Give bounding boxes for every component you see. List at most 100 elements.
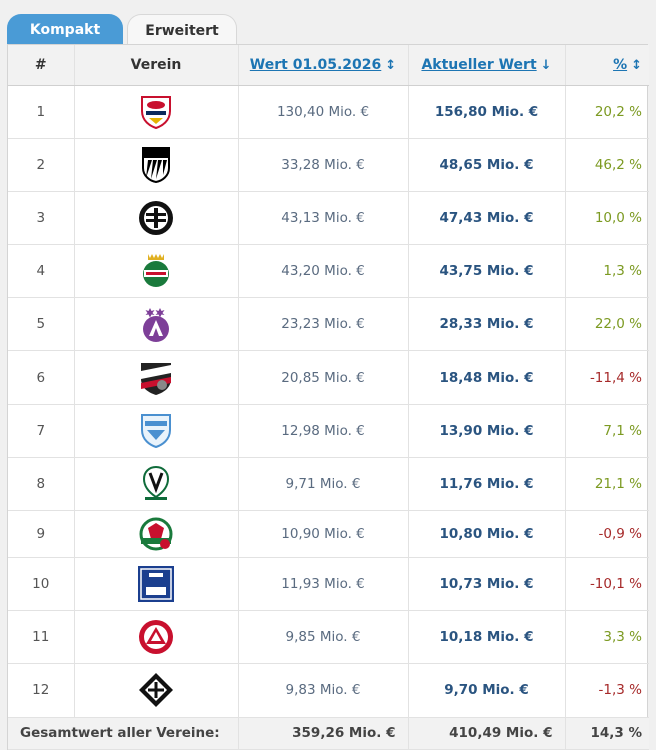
old-value-cell: 23,23 Mio. € [238, 297, 409, 352]
wsg-tirol-logo[interactable] [137, 516, 175, 552]
current-value-cell: 156,80 Mio. € [408, 85, 566, 139]
table-row: 6 20,85 Mio. €18,48 Mio. € -11,4 % [8, 350, 649, 405]
current-value-cell: 10,18 Mio. € [408, 610, 566, 665]
table-row: 5 23,23 Mio. €28,33 Mio. €22,0 % [8, 297, 649, 352]
rank-cell: 9 [8, 510, 75, 558]
current-value-cell: 43,75 Mio. € [408, 244, 566, 299]
club-cell[interactable] [74, 191, 239, 246]
club-cell[interactable] [74, 557, 239, 612]
percent-cell: 22,0 % [565, 297, 649, 352]
header-rank: # [8, 45, 75, 86]
current-value-cell: 9,70 Mio. € [408, 663, 566, 718]
percent-cell: -1,3 % [565, 663, 649, 718]
rank-cell: 7 [8, 404, 75, 458]
percent-cell: 20,2 % [565, 85, 649, 139]
tab-erweitert[interactable]: Erweitert [127, 14, 237, 46]
percent-cell: 1,3 % [565, 244, 649, 299]
club-value-table: # Verein Wert 01.05.2026 ↕ Aktueller Wert… [8, 45, 649, 750]
old-value-cell: 9,83 Mio. € [238, 663, 409, 718]
red-bull-salzburg-logo[interactable] [139, 94, 173, 130]
rank-cell: 8 [8, 457, 75, 512]
old-value-cell: 130,40 Mio. € [238, 85, 409, 139]
rank-cell: 4 [8, 244, 75, 299]
table-row: 8 9,71 Mio. €11,76 Mio. €21,1 % [8, 457, 649, 512]
austria-wien-logo[interactable] [139, 305, 173, 343]
sort-both-icon[interactable]: ↕ [385, 57, 397, 73]
current-value-cell: 47,43 Mio. € [408, 191, 566, 246]
percent-cell: 10,0 % [565, 191, 649, 246]
current-value-cell: 13,90 Mio. € [408, 404, 566, 458]
table-row: 1 130,40 Mio. €156,80 Mio. €20,2 % [8, 85, 649, 139]
table-row: 10 11,93 Mio. €10,73 Mio. € -10,1 % [8, 557, 649, 612]
lask-logo[interactable] [141, 146, 171, 184]
table-header-row: # Verein Wert 01.05.2026 ↕ Aktueller Wert… [8, 45, 649, 86]
percent-cell: 3,3 % [565, 610, 649, 665]
table-row: 11 9,85 Mio. €10,18 Mio. €3,3 % [8, 610, 649, 665]
percent-cell: -10,1 % [565, 557, 649, 612]
percent-cell: 7,1 % [565, 404, 649, 458]
old-value-cell: 9,85 Mio. € [238, 610, 409, 665]
rank-cell: 1 [8, 85, 75, 139]
sort-current-value-link[interactable]: Aktueller Wert [421, 56, 537, 73]
club-cell[interactable] [74, 297, 239, 352]
club-cell[interactable] [74, 663, 239, 718]
club-cell[interactable] [74, 404, 239, 458]
club-cell[interactable] [74, 610, 239, 665]
club-value-table-container: # Verein Wert 01.05.2026 ↕ Aktueller Wert… [7, 44, 649, 750]
club-cell[interactable] [74, 244, 239, 299]
sort-both-icon[interactable]: ↕ [631, 57, 642, 73]
table-row: 2 33,28 Mio. €48,65 Mio. €46,2 % [8, 138, 649, 192]
total-current-value: 410,49 Mio. € [408, 716, 566, 750]
table-footer-row: Gesamtwert aller Vereine: 359,26 Mio. € … [8, 716, 649, 750]
percent-cell: 21,1 % [565, 457, 649, 512]
club-cell[interactable] [74, 510, 239, 558]
old-value-cell: 10,90 Mio. € [238, 510, 409, 558]
rapid-wien-logo[interactable] [138, 252, 174, 290]
club-cell[interactable] [74, 85, 239, 139]
total-percent: 14,3 % [565, 716, 649, 750]
club-cell[interactable] [74, 457, 239, 512]
rank-cell: 6 [8, 350, 75, 405]
view-tabs: Kompakt Erweitert [7, 14, 647, 46]
current-value-cell: 11,76 Mio. € [408, 457, 566, 512]
percent-cell: 46,2 % [565, 138, 649, 192]
sturm-graz-logo[interactable] [137, 199, 175, 237]
table-row: 7 12,98 Mio. €13,90 Mio. €7,1 % [8, 404, 649, 458]
total-label: Gesamtwert aller Vereine: [8, 716, 239, 750]
current-value-cell: 28,33 Mio. € [408, 297, 566, 352]
old-value-cell: 9,71 Mio. € [238, 457, 409, 512]
percent-cell: -0,9 % [565, 510, 649, 558]
table-row: 9 10,90 Mio. €10,80 Mio. € -0,9 % [8, 510, 649, 558]
current-value-cell: 10,73 Mio. € [408, 557, 566, 612]
current-value-cell: 10,80 Mio. € [408, 510, 566, 558]
current-value-cell: 18,48 Mio. € [408, 350, 566, 405]
tsv-hartberg-logo[interactable] [139, 412, 173, 450]
total-old-value: 359,26 Mio. € [238, 716, 409, 750]
old-value-cell: 11,93 Mio. € [238, 557, 409, 612]
sort-desc-icon[interactable]: ↓ [540, 57, 552, 73]
header-percent[interactable]: % ↕ [565, 45, 649, 86]
sort-old-value-link[interactable]: Wert 01.05.2026 [249, 56, 382, 73]
rank-cell: 12 [8, 663, 75, 718]
rank-cell: 3 [8, 191, 75, 246]
table-row: 12 9,83 Mio. €9,70 Mio. € -1,3 % [8, 663, 649, 718]
table-row: 4 43,20 Mio. €43,75 Mio. €1,3 % [8, 244, 649, 299]
sv-ried-logo[interactable] [141, 465, 171, 503]
header-current-value[interactable]: Aktueller Wert ↓ [408, 45, 566, 86]
blau-weiss-linz-logo[interactable] [137, 565, 175, 603]
rank-cell: 11 [8, 610, 75, 665]
rank-cell: 2 [8, 138, 75, 192]
old-value-cell: 33,28 Mio. € [238, 138, 409, 192]
rank-cell: 5 [8, 297, 75, 352]
wolfsberger-ac-logo[interactable] [138, 359, 174, 397]
sort-percent-link[interactable]: % [613, 56, 628, 73]
club-cell[interactable] [74, 138, 239, 192]
gak-logo[interactable] [137, 618, 175, 656]
scr-altach-logo[interactable] [137, 671, 175, 709]
table-row: 3 43,13 Mio. €47,43 Mio. €10,0 % [8, 191, 649, 246]
current-value-cell: 48,65 Mio. € [408, 138, 566, 192]
header-old-value[interactable]: Wert 01.05.2026 ↕ [238, 45, 409, 86]
tab-kompakt[interactable]: Kompakt [7, 14, 123, 46]
club-cell[interactable] [74, 350, 239, 405]
old-value-cell: 12,98 Mio. € [238, 404, 409, 458]
